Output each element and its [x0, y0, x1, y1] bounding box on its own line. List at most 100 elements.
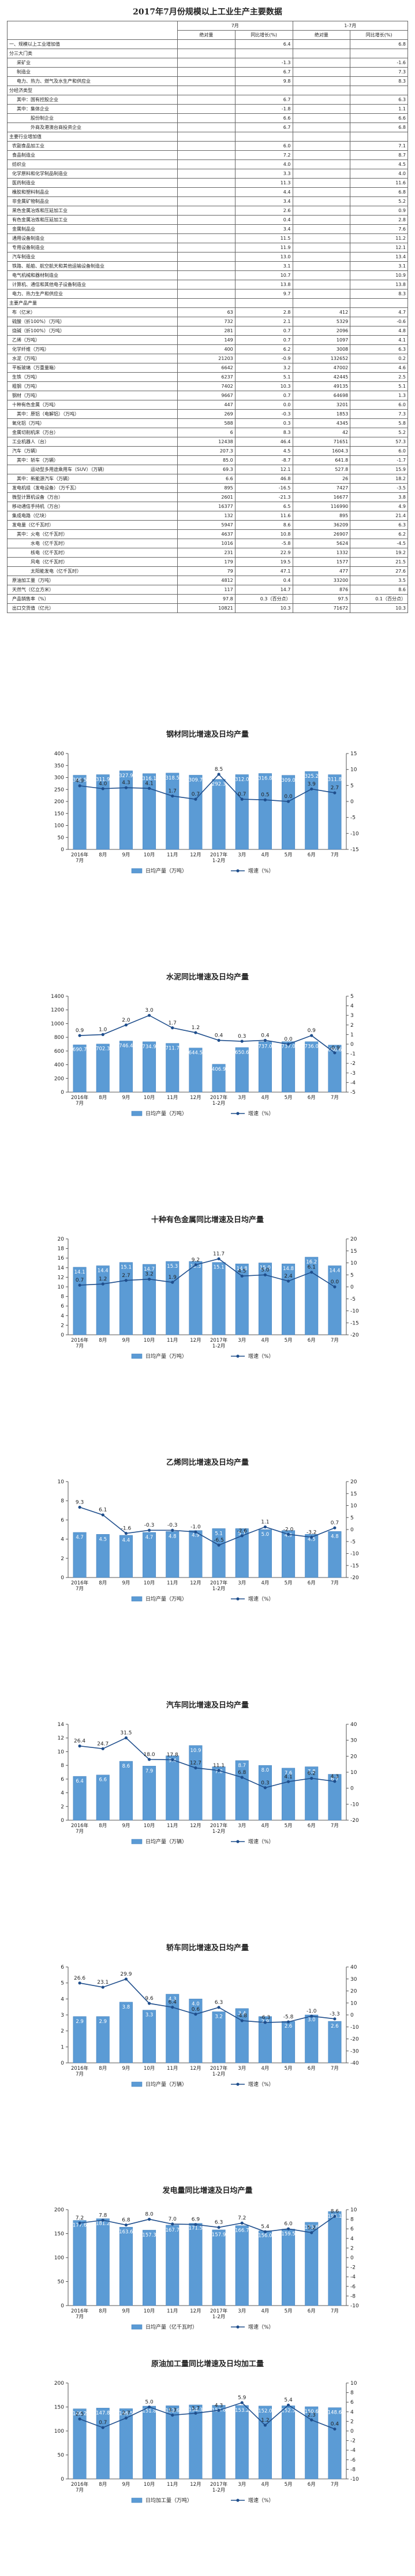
cell-value: 13.0	[234, 252, 293, 262]
cell-value: -1.3	[234, 58, 293, 68]
y-tick-label-right: -10	[350, 2477, 359, 2482]
line-data-label: 3.0	[145, 1008, 154, 1014]
y-tick-label-left: 400	[54, 751, 64, 757]
chart-title: 汽车同比增速及日均产量	[166, 1701, 249, 1710]
bar-data-label: 154.3	[189, 2407, 203, 2413]
y-tick-label-right: 0	[350, 2429, 354, 2434]
x-tick-label: 7月	[331, 852, 339, 858]
line-point	[286, 2020, 290, 2024]
growth-line	[79, 2215, 335, 2233]
cell-value: 7402	[177, 381, 235, 391]
legend-line-label: 增速（%）	[248, 2081, 274, 2088]
y-tick-label-right: 4	[350, 2236, 354, 2242]
line-point	[217, 2226, 220, 2229]
bar-data-label: 3.0	[308, 2017, 316, 2023]
sub-header-growth-month: 同比增长(%)	[234, 30, 293, 40]
line-data-label: 6.9	[192, 2217, 200, 2223]
table-row: 十种有色金属（万吨） 447 0.0 3201 6.0	[7, 400, 408, 410]
y-tick-label-left: 0	[61, 1332, 64, 1338]
cell-value: 117	[177, 585, 235, 595]
bar	[212, 2011, 226, 2063]
line-point	[171, 1528, 174, 1532]
line-point	[147, 2002, 151, 2005]
cell-value	[177, 141, 235, 151]
line-point	[124, 1736, 128, 1740]
row-label: 其中：新能源汽车（万辆）	[7, 474, 178, 484]
line-data-label: 6.4	[169, 2000, 177, 2006]
x-tick-label: 9月	[122, 2066, 130, 2072]
cell-value	[177, 298, 235, 308]
legend-bar-swatch	[131, 868, 143, 874]
x-tick-label: 2017年	[210, 2065, 228, 2072]
cell-value	[177, 86, 235, 95]
y-tick-label-right: 4	[350, 2410, 354, 2415]
x-tick-label: 1-2月	[212, 858, 225, 864]
y-tick-label-left: 0	[61, 2477, 64, 2482]
y-tick-label-right: -10	[350, 831, 359, 837]
y-tick-label-right: 10	[350, 1504, 357, 1509]
chart-title: 十种有色金属同比增速及日均产量	[151, 1216, 264, 1224]
line-point	[333, 2427, 337, 2431]
line-data-label: 9.3	[76, 1499, 84, 1505]
cell-value: 3201	[292, 400, 351, 410]
table-row: 原油加工量（万吨） 4812 0.4 33200 3.5	[7, 576, 408, 585]
cell-value: 3.1	[234, 261, 293, 271]
bar	[328, 2407, 342, 2480]
line-data-label: 6.8	[238, 1770, 246, 1776]
cell-value: 5.1	[234, 372, 293, 382]
line-data-label: 4.0	[99, 781, 107, 787]
cell-value: 0.3（百分点）	[234, 594, 293, 604]
y-tick-label-left: 200	[54, 2207, 64, 2213]
cell-value: 10.7	[234, 270, 293, 280]
y-tick-label-left: 6	[61, 1517, 64, 1523]
cell-value	[292, 123, 351, 132]
y-tick-label-left: 250	[54, 787, 64, 793]
x-tick-label: 12月	[190, 852, 201, 858]
line-point	[124, 786, 128, 789]
cell-value	[177, 150, 235, 160]
bar	[212, 2405, 226, 2480]
row-label: 铁路、船舶、航空航天和其他运输设备制造业	[7, 261, 178, 271]
bar	[235, 774, 249, 850]
y-tick-label-right: 2	[350, 2245, 354, 2251]
x-tick-label: 5月	[285, 2482, 293, 2488]
cell-value	[177, 67, 235, 77]
line-point	[263, 2423, 267, 2427]
cell-value: 1.3	[350, 391, 408, 400]
y-tick-label-left: 400	[54, 1063, 64, 1068]
x-tick-label: 10月	[144, 1338, 155, 1343]
line-data-label: 29.9	[120, 1972, 132, 1977]
line-data-label: 0.4	[215, 1033, 223, 1038]
bar-data-label: 311.9	[96, 777, 110, 783]
bar-data-label: 5.1	[238, 1531, 246, 1536]
bar-data-label: 7.9	[145, 1768, 154, 1774]
x-tick-label: 2016年	[71, 1337, 89, 1343]
cell-value: -1.8	[234, 104, 293, 114]
line-data-label: -1.0	[190, 1524, 201, 1530]
cell-value	[177, 169, 235, 179]
cell-value: 47002	[292, 363, 351, 373]
cell-value: 0.1（百分点）	[350, 594, 408, 604]
bar	[258, 1263, 272, 1335]
line-point	[217, 1543, 220, 1547]
line-data-label: -0.9	[330, 1045, 340, 1051]
table-row: 化学原料和化学制品制造业 3.3 4.0	[7, 169, 408, 179]
line-point	[263, 798, 267, 801]
line-point	[286, 2403, 290, 2407]
x-tick-label: 7月	[76, 1343, 84, 1349]
line-data-label: -1.6	[121, 1526, 132, 1532]
line-point	[310, 2231, 313, 2234]
bar-data-label: 6.6	[99, 1777, 107, 1783]
x-tick-label: 12月	[190, 2482, 201, 2488]
cell-value: 3.8	[350, 492, 408, 502]
bar	[258, 2016, 272, 2063]
chart-svg: 0 50 100 150 200 -10 -8 -6 -4 -2 0 2 4 6 8 10 177.6 181.2…	[54, 2207, 359, 2330]
bar-data-label: 8.6	[122, 1764, 130, 1769]
bar-data-label: 4.0	[192, 2001, 200, 2007]
row-label: 其中：原铝（电解铝）（万吨）	[7, 409, 178, 419]
line-data-label: 8.5	[215, 767, 223, 773]
cell-value	[292, 49, 351, 58]
table-body: 一、规模以上工业增加值 6.4 6.8 分三大门类 采矿业 -1.3 -1.6 制造业 6.7 7…	[7, 39, 408, 613]
line-point	[78, 2221, 81, 2225]
cell-value: 116990	[292, 502, 351, 511]
